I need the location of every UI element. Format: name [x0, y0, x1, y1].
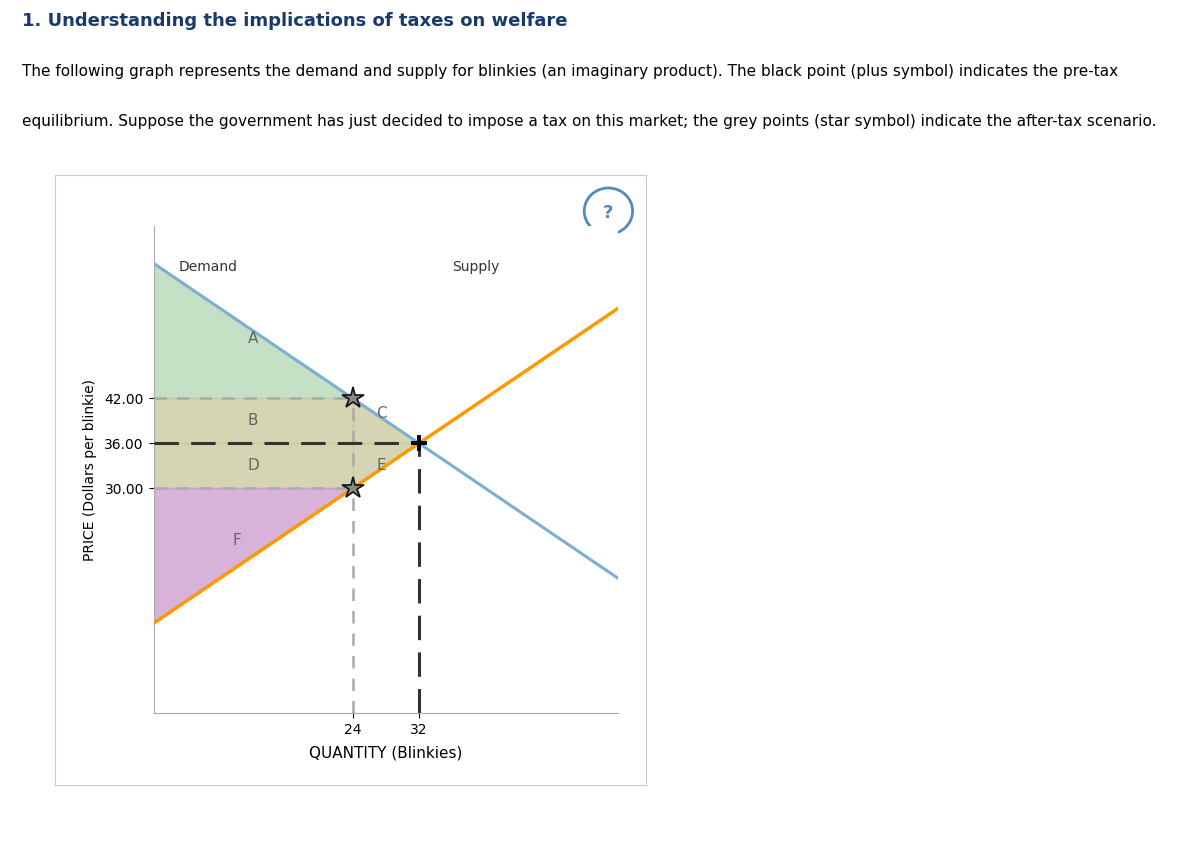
Polygon shape — [154, 488, 353, 624]
Polygon shape — [353, 443, 419, 488]
Polygon shape — [154, 263, 353, 398]
Y-axis label: PRICE (Dollars per blinkie): PRICE (Dollars per blinkie) — [84, 378, 97, 561]
Text: equilibrium. Suppose the government has just decided to impose a tax on this mar: equilibrium. Suppose the government has … — [23, 114, 1157, 129]
Text: ?: ? — [604, 204, 613, 222]
Text: The following graph represents the demand and supply for blinkies (an imaginary : The following graph represents the deman… — [23, 64, 1118, 79]
Text: B: B — [248, 414, 258, 428]
Text: E: E — [377, 459, 386, 473]
X-axis label: QUANTITY (Blinkies): QUANTITY (Blinkies) — [310, 745, 462, 761]
Polygon shape — [154, 443, 353, 488]
Text: 1. Understanding the implications of taxes on welfare: 1. Understanding the implications of tax… — [23, 12, 568, 30]
Polygon shape — [154, 398, 353, 443]
Text: Supply: Supply — [452, 260, 499, 274]
Text: Demand: Demand — [179, 260, 238, 274]
Text: F: F — [232, 533, 241, 548]
Polygon shape — [353, 398, 419, 443]
Text: A: A — [248, 331, 258, 346]
Text: C: C — [377, 406, 386, 420]
Text: D: D — [247, 459, 259, 473]
